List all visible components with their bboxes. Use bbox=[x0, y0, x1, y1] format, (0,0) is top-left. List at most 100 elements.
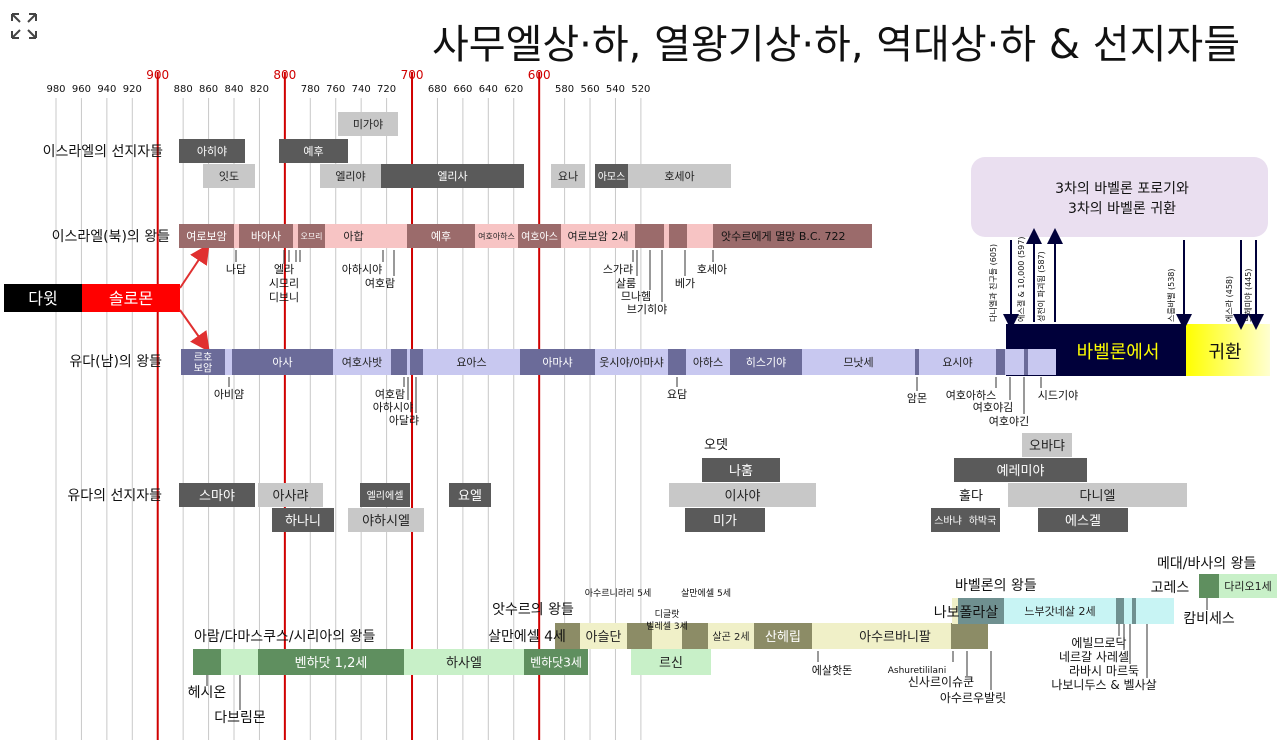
timeline-bar: 오뎃 bbox=[701, 433, 731, 455]
annotation-text: 고레스 bbox=[1151, 580, 1190, 596]
bar-label: 나훔 bbox=[729, 464, 753, 479]
annotation-text: 브기히야 bbox=[627, 302, 667, 316]
timeline-bar: 산헤립 bbox=[754, 623, 812, 649]
annotation-text: 디글랏 bbox=[655, 608, 680, 620]
solomon-bar bbox=[82, 284, 180, 312]
annotation-text: 신사르이슈쿤 bbox=[908, 675, 974, 689]
bar-rect bbox=[234, 224, 239, 248]
bar-label: 여호사밧 bbox=[342, 356, 382, 369]
bar-rect bbox=[839, 623, 951, 649]
timeline-bar-segment bbox=[410, 349, 423, 375]
annotation-text: 아하시야 bbox=[342, 262, 382, 276]
bar-rect bbox=[664, 224, 669, 248]
year-label: 880 bbox=[174, 84, 193, 95]
bar-rect bbox=[449, 483, 491, 507]
timeline-bar-segment bbox=[1028, 349, 1056, 375]
bar-label: 이사야 bbox=[725, 489, 761, 504]
bar-rect bbox=[580, 623, 627, 649]
expand-icon[interactable] bbox=[8, 10, 40, 42]
bar-label: 웃시야/아마샤 bbox=[599, 356, 663, 369]
bar-rect bbox=[682, 623, 708, 649]
timeline-bar: 여호사밧 bbox=[333, 349, 391, 375]
timeline-bar: 오바댜 bbox=[1022, 433, 1072, 457]
timeline-bar: 야하시엘 bbox=[348, 508, 424, 532]
year-label: 800 bbox=[273, 68, 296, 82]
annotation-text: 빌레셀 3세 bbox=[646, 621, 688, 632]
timeline-bar: 스바냐 bbox=[931, 508, 965, 532]
timeline-bar: 스마야 bbox=[179, 483, 255, 507]
bar-rect bbox=[687, 224, 713, 248]
bar-rect bbox=[1132, 598, 1136, 624]
bar-label: 아마샤 bbox=[542, 356, 572, 369]
annotation-text: 나보니두스 & 벨사살 bbox=[1051, 678, 1156, 692]
return-bar bbox=[1186, 324, 1270, 376]
david-label: 다윗 bbox=[28, 289, 57, 308]
year-label: 660 bbox=[453, 84, 472, 95]
year-label: 780 bbox=[301, 84, 320, 95]
timeline-bar-segment bbox=[1116, 598, 1124, 624]
timeline-bar: 아히야 bbox=[179, 139, 245, 163]
bar-label: 야하시엘 bbox=[362, 514, 410, 529]
annotation-text: 여호람 bbox=[365, 277, 395, 290]
bar-rect bbox=[423, 349, 520, 375]
bar-rect bbox=[239, 224, 293, 248]
bar-rect bbox=[1004, 598, 1116, 624]
timeline-bar-segment bbox=[668, 349, 686, 375]
timeline-bar: 이사야 bbox=[669, 483, 816, 507]
timeline-bar-segment bbox=[407, 349, 410, 375]
bar-label: 아합 bbox=[343, 230, 363, 243]
bar-label: 바아사 bbox=[251, 230, 281, 243]
bar-rect bbox=[279, 139, 348, 163]
bar-rect bbox=[320, 164, 381, 188]
bar-label: 여로보암 bbox=[186, 230, 226, 243]
bar-rect bbox=[685, 508, 765, 532]
bar-label: 미가야 bbox=[353, 118, 383, 131]
timeline-bar: 웃시야/아마샤 bbox=[595, 349, 668, 375]
captivity-event-label: 에스겔 & 10,000 (597) bbox=[1016, 237, 1026, 322]
annotation-text: 암몬 bbox=[907, 392, 927, 405]
bar-rect bbox=[702, 458, 780, 482]
bar-rect bbox=[631, 649, 711, 675]
bar-label: 느부갓네살 2세 bbox=[1024, 605, 1095, 618]
bar-rect bbox=[669, 483, 816, 507]
bar-rect bbox=[518, 224, 561, 248]
year-label: 900 bbox=[146, 68, 169, 82]
bar-label: 보암 bbox=[194, 362, 212, 374]
row-label-judah-prophets: 유다의 선지자들 bbox=[67, 488, 162, 504]
annotation-text: 살만에셀 5세 bbox=[681, 588, 731, 599]
bar-rect bbox=[325, 224, 382, 248]
timeline-bar: 여로보암 2세 bbox=[561, 224, 635, 248]
bar-rect bbox=[713, 224, 872, 248]
captivity-box-text: 3차의 바벨론 포로기와 bbox=[1055, 181, 1189, 197]
captivity-event-label: 에스라 (458) bbox=[1225, 276, 1234, 322]
bar-label: 아하스 bbox=[693, 355, 723, 369]
row-label-babylon-kings: 바벨론의 왕들 bbox=[955, 578, 1037, 594]
year-label: 860 bbox=[199, 84, 218, 95]
annotation-text: 캄비세스 bbox=[1183, 611, 1235, 627]
bar-label: 아히야 bbox=[197, 144, 227, 158]
bar-rect bbox=[1005, 349, 1024, 375]
bar-label: 요아스 bbox=[456, 356, 486, 369]
year-label: 600 bbox=[528, 68, 551, 82]
year-label: 560 bbox=[580, 84, 599, 95]
bar-rect bbox=[221, 649, 258, 675]
bar-label: 예후 bbox=[431, 230, 451, 243]
bar-label: 엘리사 bbox=[437, 170, 467, 183]
timeline-bar: 요나 bbox=[551, 164, 585, 188]
bar-rect bbox=[951, 623, 988, 649]
annotation-text: 시므리 bbox=[269, 277, 299, 290]
timeline-bar: 아수르바니팔 bbox=[839, 623, 951, 649]
row-label-israel-prophets: 이스라엘의 선지자들 bbox=[43, 144, 163, 160]
captivity-box bbox=[971, 157, 1268, 237]
timeline-bar: 벤하닷 1,2세 bbox=[258, 649, 404, 675]
annotation-text: 시드기야 bbox=[1038, 389, 1078, 402]
timeline-bar: 에스겔 bbox=[1038, 508, 1128, 532]
bar-label: 엘리에셀 bbox=[367, 489, 404, 502]
bar-rect bbox=[360, 483, 410, 507]
annotation-text: 여호아하스 bbox=[946, 388, 997, 402]
bar-label: 미가 bbox=[713, 514, 737, 529]
timeline-bar: 호세아 bbox=[628, 164, 731, 188]
bar-rect bbox=[555, 623, 580, 649]
year-label: 940 bbox=[97, 84, 116, 95]
bar-label: 벤하닷 1,2세 bbox=[295, 656, 368, 671]
